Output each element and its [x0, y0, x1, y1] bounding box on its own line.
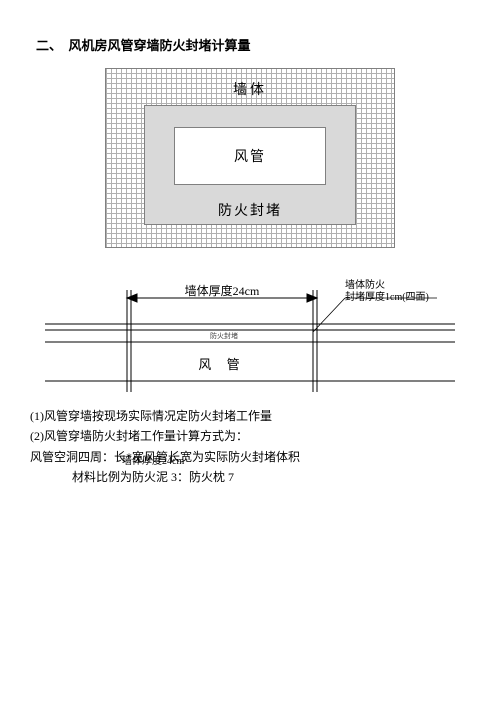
body-line-3: 风管空洞四周：长*宽风管长宽为实际防火封堵体积 墙体厚度24cm — [30, 447, 300, 467]
body-line-4: 材料比例为防火泥 3：防火枕 7 — [30, 467, 470, 487]
duct-box: 风管 — [174, 127, 326, 185]
body-text: (1)风管穿墙按现场实际情况定防火封堵工作量 (2)风管穿墙防火封堵工作量计算方… — [30, 406, 470, 488]
callout-line-1: 墙体防火 — [345, 280, 429, 292]
callout-line-2: 封堵厚度1cm(四面) — [345, 292, 429, 304]
firestop-label: 防火封堵 — [218, 200, 282, 224]
figure-plan-section: 墙体厚度24cm 墙体防火 封堵厚度1cm(四面) 防火封堵 风 管 — [45, 276, 455, 396]
callout-text: 墙体防火 封堵厚度1cm(四面) — [345, 280, 429, 304]
body-line-2: (2)风管穿墙防火封堵工作量计算方式为： — [30, 426, 470, 446]
wall-label: 墙体 — [106, 79, 394, 99]
figure-cross-section: 墙体 防火封堵 风管 — [105, 68, 395, 248]
duct-label: 风管 — [234, 146, 266, 166]
dimension-label: 墙体厚度24cm — [127, 282, 317, 299]
duct-section-label: 风 管 — [127, 354, 317, 373]
sealing-band-label: 防火封堵 — [129, 331, 319, 341]
body-line-3-overlay: 墙体厚度24cm — [122, 453, 184, 470]
body-line-1: (1)风管穿墙按现场实际情况定防火封堵工作量 — [30, 406, 470, 426]
section-heading: 二、 风机房风管穿墙防火封堵计算量 — [36, 35, 470, 54]
